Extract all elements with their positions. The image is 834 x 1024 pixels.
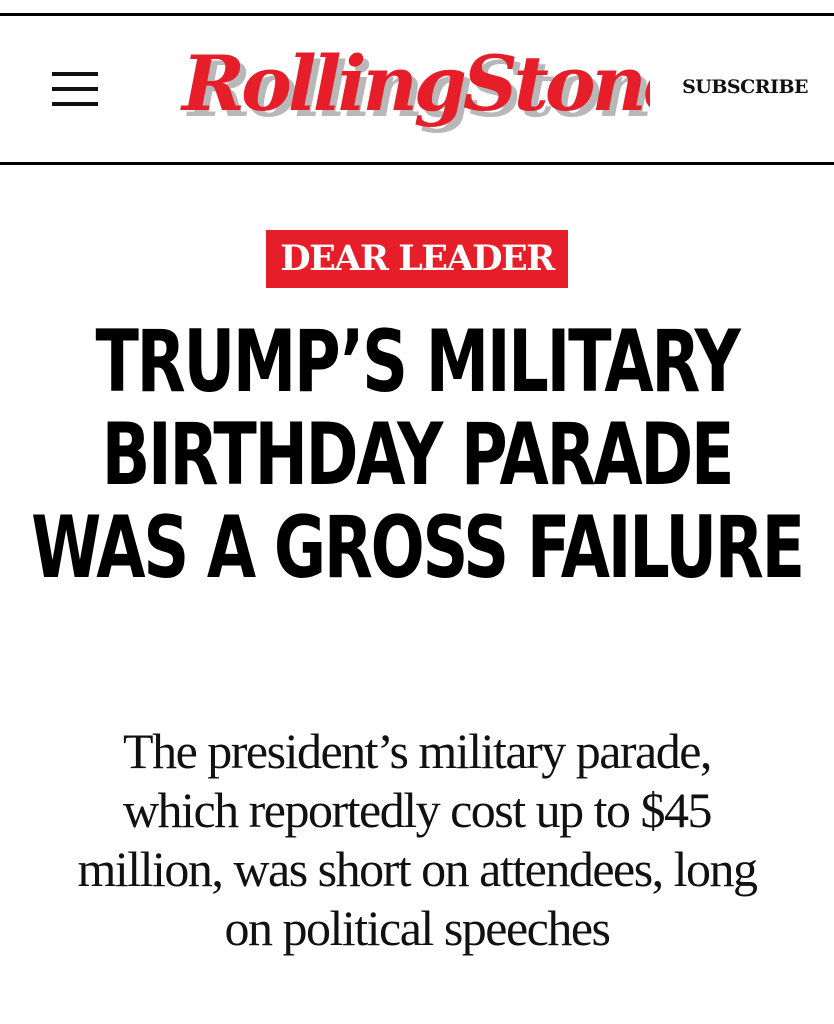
kicker-tag[interactable]: DEAR LEADER bbox=[266, 230, 568, 288]
site-logo[interactable]: RollingStone RollingStone bbox=[180, 36, 650, 136]
header-rule bbox=[0, 162, 834, 165]
logo-shadow-text: RollingStone bbox=[186, 45, 650, 134]
logo-wordmark: RollingStone RollingStone bbox=[180, 39, 650, 134]
logo-text: RollingStone bbox=[180, 39, 650, 128]
hamburger-menu-icon bbox=[52, 72, 98, 76]
article-headline: TRUMP’S MILITARY BIRTHDAY PARADE WAS A G… bbox=[31, 312, 805, 598]
kicker-container: DEAR LEADER bbox=[0, 230, 834, 288]
top-rule bbox=[0, 13, 834, 16]
menu-button[interactable] bbox=[52, 72, 100, 108]
subscribe-link[interactable]: SUBSCRIBE bbox=[682, 76, 808, 98]
hamburger-menu-icon-bar bbox=[52, 87, 98, 91]
hamburger-menu-icon-bar bbox=[52, 102, 98, 106]
article-subheadline: The president’s military parade, which r… bbox=[77, 723, 758, 956]
